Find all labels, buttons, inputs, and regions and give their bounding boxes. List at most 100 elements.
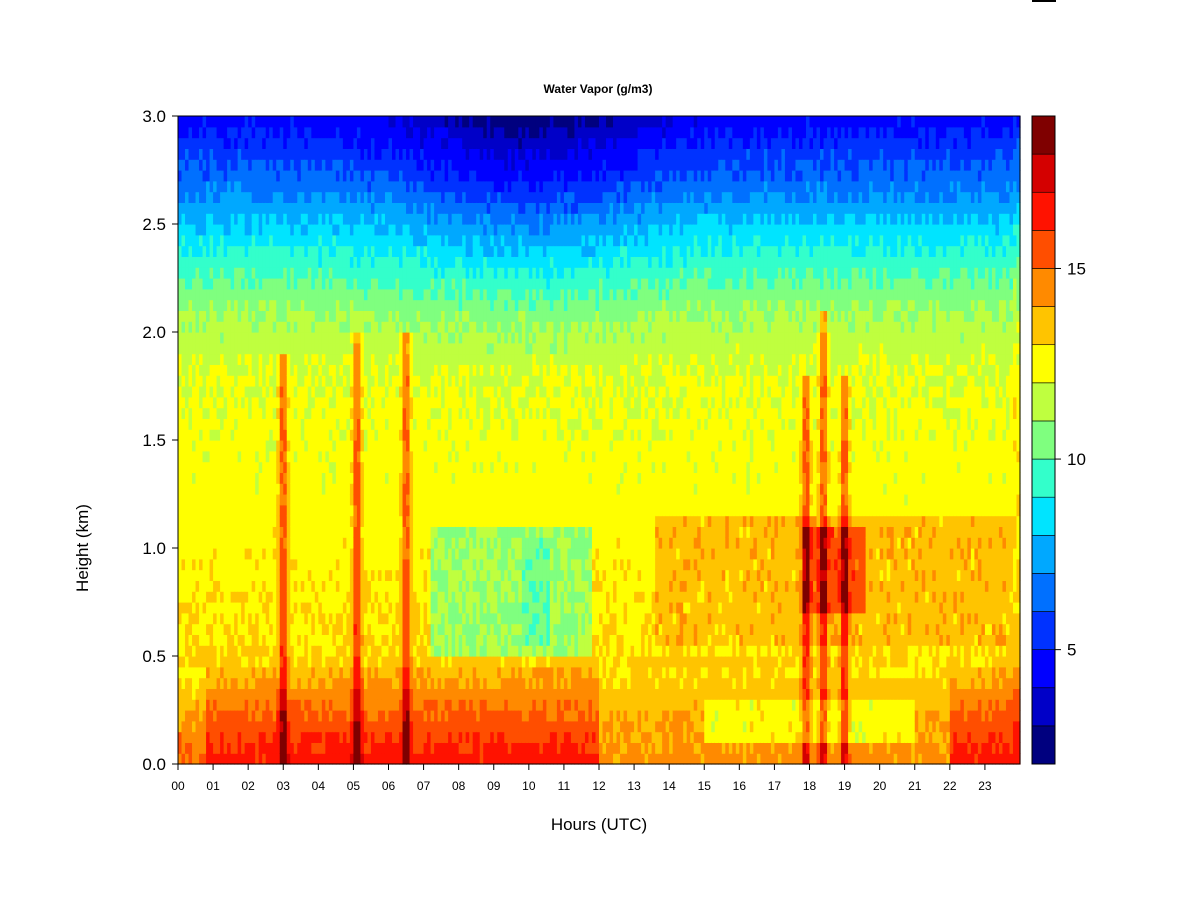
heatmap-cell bbox=[370, 580, 376, 592]
heatmap-cell bbox=[342, 386, 347, 398]
heatmap-cell bbox=[237, 710, 242, 722]
heatmap-cell bbox=[430, 267, 435, 279]
heatmap-cell bbox=[199, 159, 204, 171]
heatmap-cell bbox=[255, 202, 260, 214]
heatmap-cell bbox=[192, 612, 197, 625]
heatmap-cell bbox=[363, 278, 369, 290]
heatmap-cell bbox=[199, 440, 204, 452]
heatmap-cell bbox=[195, 461, 200, 473]
heatmap-cell bbox=[434, 310, 439, 322]
heatmap-cell bbox=[325, 483, 330, 495]
heatmap-cell bbox=[195, 321, 200, 333]
heatmap-cell bbox=[272, 126, 277, 139]
heatmap-cell bbox=[455, 386, 460, 398]
heatmap-cell bbox=[272, 234, 277, 247]
heatmap-cell bbox=[332, 483, 337, 495]
heatmap-cell bbox=[434, 558, 439, 571]
heatmap-cell bbox=[185, 461, 190, 473]
heatmap-cell bbox=[181, 710, 186, 722]
heatmap-cell bbox=[339, 364, 344, 376]
heatmap-cell bbox=[230, 699, 235, 711]
heatmap-cell bbox=[258, 515, 263, 527]
heatmap-cell bbox=[416, 396, 421, 409]
heatmap-cell bbox=[293, 213, 298, 225]
heatmap-cell bbox=[469, 710, 474, 722]
heatmap-cell bbox=[420, 645, 425, 657]
heatmap-cell bbox=[265, 418, 270, 430]
heatmap-cell bbox=[388, 602, 393, 614]
heatmap-cell bbox=[192, 126, 197, 139]
heatmap-cell bbox=[293, 116, 298, 128]
heatmap-cell bbox=[360, 299, 365, 311]
heatmap-cell bbox=[304, 699, 309, 711]
heatmap-cell bbox=[406, 364, 411, 376]
heatmap-cell bbox=[227, 234, 232, 247]
heatmap-cell bbox=[304, 558, 309, 571]
heatmap-cell bbox=[199, 515, 204, 527]
heatmap-cell bbox=[241, 602, 246, 614]
heatmap-cell bbox=[195, 666, 200, 679]
heatmap-cell bbox=[402, 321, 407, 333]
heatmap-cell bbox=[455, 710, 460, 722]
heatmap-cell bbox=[206, 267, 211, 279]
heatmap-cell bbox=[307, 148, 312, 160]
heatmap-cell bbox=[427, 558, 432, 571]
heatmap-cell bbox=[356, 753, 362, 765]
heatmap-cell bbox=[188, 580, 193, 592]
heatmap-cell bbox=[363, 440, 369, 452]
heatmap-cell bbox=[314, 256, 319, 268]
heatmap-cell bbox=[304, 310, 309, 322]
heatmap-cell bbox=[241, 537, 246, 549]
heatmap-cell bbox=[381, 677, 386, 689]
heatmap-cell bbox=[437, 720, 442, 733]
heatmap-cell bbox=[265, 602, 270, 614]
heatmap-cell bbox=[293, 267, 298, 279]
heatmap-cell bbox=[335, 256, 340, 268]
heatmap-cell bbox=[216, 148, 221, 160]
heatmap-cell bbox=[335, 666, 340, 679]
heatmap-cell bbox=[199, 548, 204, 560]
heatmap-cell bbox=[434, 353, 439, 365]
heatmap-cell bbox=[297, 332, 302, 344]
heatmap-cell bbox=[199, 558, 204, 571]
heatmap-cell bbox=[227, 472, 232, 484]
heatmap-cell bbox=[248, 515, 253, 527]
heatmap-cell bbox=[279, 612, 284, 625]
heatmap-cell bbox=[269, 494, 274, 506]
heatmap-cell bbox=[199, 720, 204, 733]
heatmap-cell bbox=[286, 299, 291, 311]
heatmap-cell bbox=[349, 645, 355, 657]
heatmap-cell bbox=[269, 170, 274, 182]
heatmap-cell bbox=[262, 148, 267, 160]
heatmap-cell bbox=[195, 623, 200, 635]
heatmap-cell bbox=[444, 342, 449, 355]
heatmap-cell bbox=[220, 299, 225, 311]
heatmap-cell bbox=[248, 148, 253, 160]
heatmap-cell bbox=[448, 234, 453, 247]
heatmap-cell bbox=[381, 299, 386, 311]
heatmap-cell bbox=[286, 288, 291, 301]
heatmap-cell bbox=[220, 256, 225, 268]
heatmap-cell bbox=[297, 569, 302, 581]
heatmap-cell bbox=[409, 753, 414, 765]
heatmap-cell bbox=[192, 688, 197, 700]
heatmap-cell bbox=[307, 256, 312, 268]
heatmap-cell bbox=[272, 170, 277, 182]
heatmap-cell bbox=[251, 504, 256, 517]
heatmap-cell bbox=[188, 191, 193, 203]
heatmap-cell bbox=[220, 288, 225, 301]
heatmap-cell bbox=[437, 245, 442, 257]
heatmap-cell bbox=[290, 580, 295, 592]
heatmap-cell bbox=[300, 688, 305, 700]
heatmap-cell bbox=[356, 191, 362, 203]
heatmap-cell bbox=[227, 299, 232, 311]
heatmap-cell bbox=[328, 159, 333, 171]
heatmap-cell bbox=[290, 537, 295, 549]
heatmap-cell bbox=[346, 191, 351, 203]
heatmap-cell bbox=[272, 602, 277, 614]
heatmap-cell bbox=[258, 429, 263, 441]
heatmap-cell bbox=[448, 364, 453, 376]
heatmap-cell bbox=[251, 450, 256, 463]
heatmap-cell bbox=[469, 666, 474, 679]
heatmap-cell bbox=[248, 396, 253, 409]
